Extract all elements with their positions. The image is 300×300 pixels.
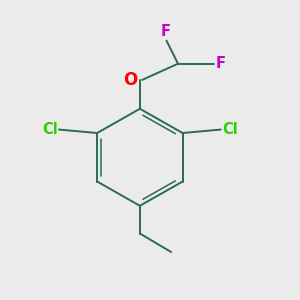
Text: F: F: [216, 56, 226, 71]
Text: Cl: Cl: [42, 122, 58, 137]
Text: Cl: Cl: [222, 122, 238, 137]
Text: O: O: [123, 71, 137, 89]
Text: F: F: [160, 24, 170, 39]
